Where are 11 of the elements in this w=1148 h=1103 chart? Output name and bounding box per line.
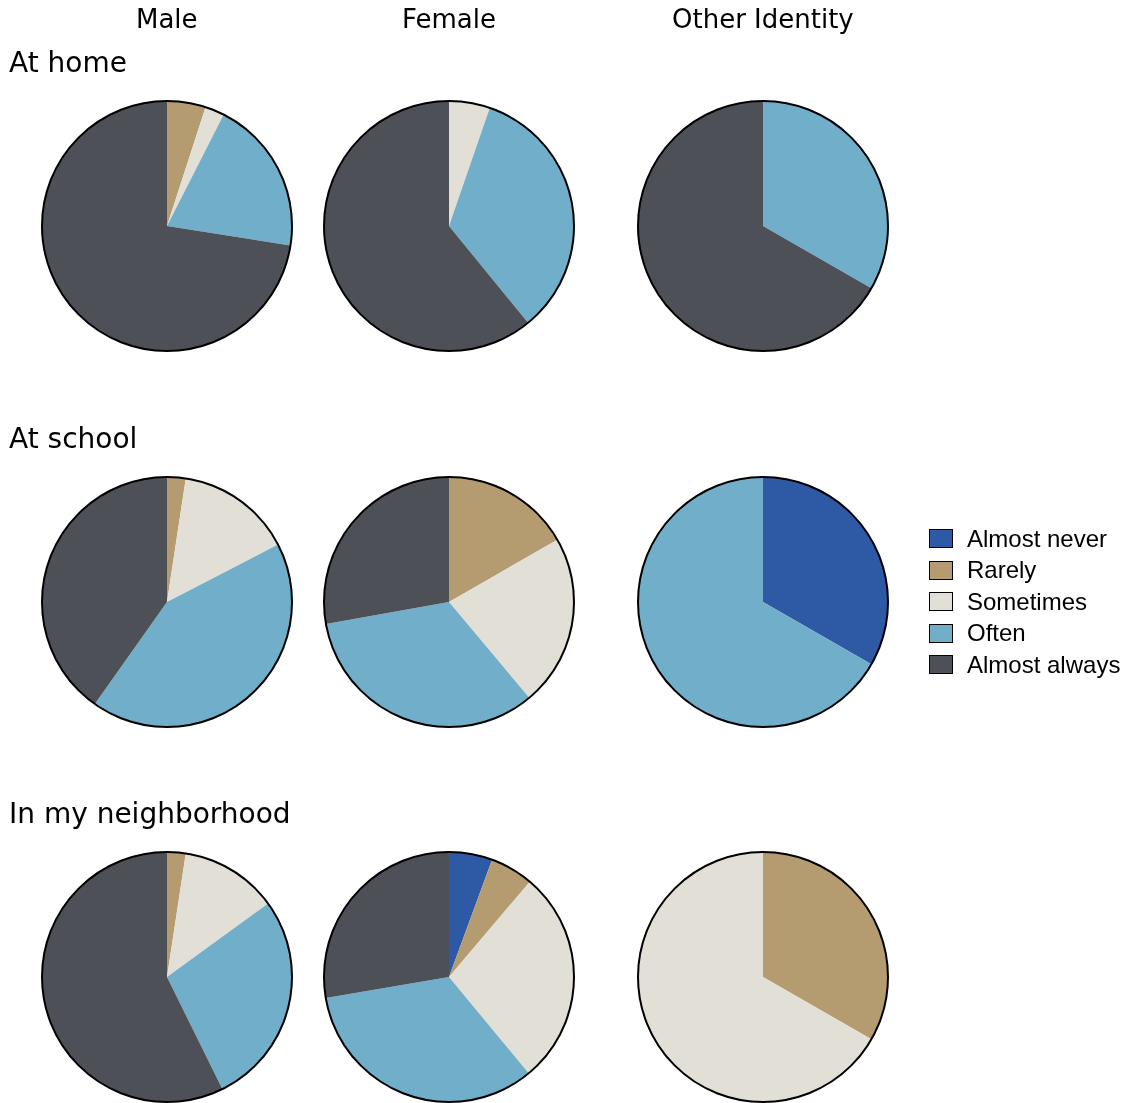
legend-label: Rarely	[967, 556, 1037, 585]
legend-label: Almost always	[967, 650, 1121, 679]
legend-label: Often	[967, 619, 1026, 648]
chart-subtitle: In my neighborhood	[9, 797, 291, 830]
chart-title: Female	[402, 4, 497, 34]
chart-subtitle: At home	[9, 46, 127, 79]
chart-subtitle: At school	[9, 422, 138, 455]
legend-label: Sometimes	[967, 587, 1088, 616]
chart-title: Other Identity	[672, 4, 854, 34]
chart-title: Male	[136, 4, 198, 34]
legend-label: Almost never	[967, 524, 1108, 553]
